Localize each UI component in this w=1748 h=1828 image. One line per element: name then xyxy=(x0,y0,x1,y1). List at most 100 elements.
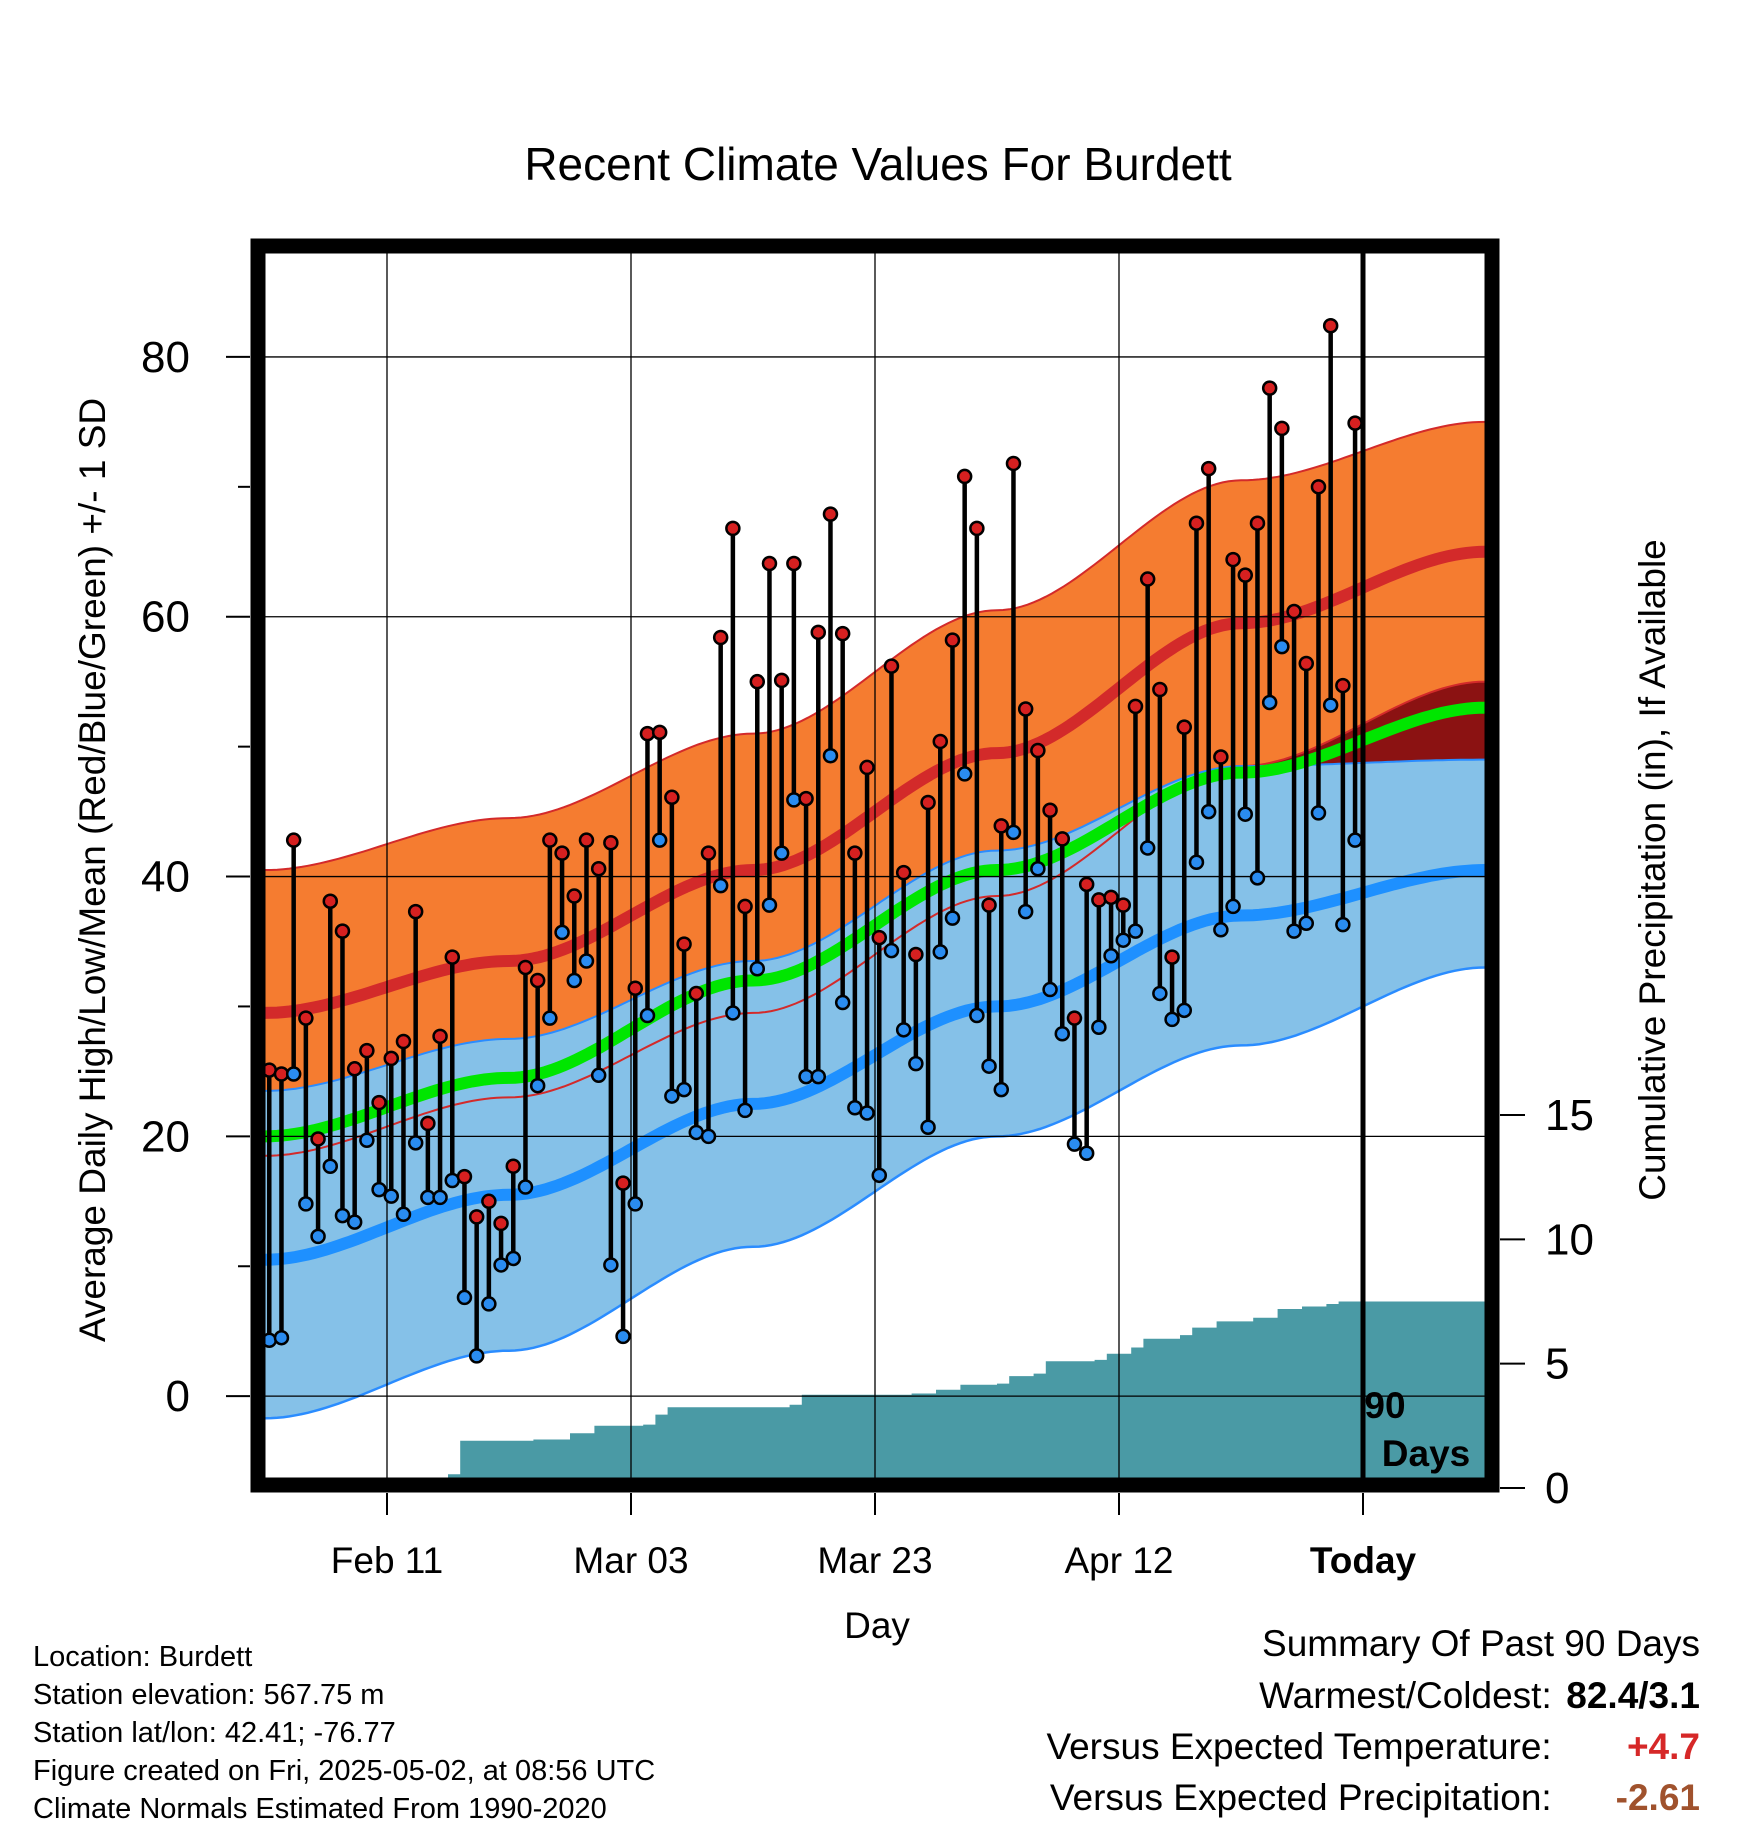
daily-low-point xyxy=(1042,981,1058,998)
daily-low-point xyxy=(1115,932,1132,948)
daily-high-point xyxy=(395,1033,412,1050)
daily-low-point xyxy=(1103,948,1119,964)
daily-high-point xyxy=(322,893,339,909)
daily-low-point xyxy=(993,1081,1010,1098)
today-label-days: 90 xyxy=(1364,1385,1405,1426)
daily-high-point xyxy=(725,520,741,537)
daily-high-point xyxy=(1200,460,1217,477)
daily-high-point xyxy=(810,624,827,641)
y-axis-label: Average Daily High/Low/Mean (Red/Blue/Gr… xyxy=(72,398,113,1342)
x-tick-label: Mar 23 xyxy=(817,1540,932,1581)
daily-high-point xyxy=(334,923,351,939)
daily-high-point xyxy=(712,629,729,646)
daily-high-point xyxy=(432,1028,448,1045)
daily-high-point xyxy=(639,725,656,742)
summary-heading: Summary Of Past 90 Days xyxy=(1262,1623,1700,1664)
plot-area xyxy=(265,253,1485,1478)
daily-low-point xyxy=(944,910,961,926)
daily-high-point xyxy=(529,972,546,989)
daily-high-point xyxy=(1213,749,1229,765)
daily-high-point xyxy=(298,1010,314,1026)
daily-low-point xyxy=(1066,1136,1083,1152)
daily-high-point xyxy=(285,832,302,848)
daily-low-point xyxy=(456,1289,473,1306)
daily-high-point xyxy=(371,1094,387,1111)
daily-high-point xyxy=(847,845,863,861)
daily-low-point xyxy=(883,942,900,959)
daily-low-point xyxy=(981,1058,997,1074)
daily-high-point xyxy=(481,1193,497,1210)
daily-low-point xyxy=(542,1010,558,1026)
y-tick-label: 0 xyxy=(166,1372,190,1421)
daily-high-point xyxy=(1176,719,1193,735)
daily-low-point xyxy=(1017,903,1034,920)
daily-low-point xyxy=(1347,832,1363,848)
daily-low-point xyxy=(468,1348,485,1364)
daily-high-point xyxy=(700,845,717,861)
daily-high-point xyxy=(859,759,875,776)
daily-high-point xyxy=(651,724,668,741)
daily-low-point xyxy=(481,1296,497,1312)
daily-high-point xyxy=(944,632,961,648)
daily-high-point xyxy=(407,903,424,920)
daily-high-point xyxy=(688,985,705,1002)
daily-low-point xyxy=(310,1228,326,1245)
daily-low-point xyxy=(786,792,802,808)
daily-low-point xyxy=(1322,697,1339,713)
normals-line: Climate Normals Estimated From 1990-2020 xyxy=(33,1793,607,1825)
daily-high-point xyxy=(1274,420,1290,437)
daily-high-point xyxy=(969,520,985,537)
daily-low-point xyxy=(529,1077,546,1094)
daily-low-point xyxy=(407,1135,424,1151)
daily-low-point xyxy=(1152,985,1168,1002)
daily-low-point xyxy=(627,1196,644,1212)
daily-low-point xyxy=(1286,923,1302,939)
daily-low-point xyxy=(346,1214,363,1230)
x-axis-label: Day xyxy=(844,1605,910,1646)
daily-low-point xyxy=(1078,1145,1095,1161)
daily-low-point xyxy=(895,1022,912,1038)
daily-high-point xyxy=(627,980,644,997)
warmest-coldest-label: Warmest/Coldest: xyxy=(1259,1675,1552,1716)
daily-low-point xyxy=(1298,915,1315,932)
daily-low-point xyxy=(603,1257,619,1273)
daily-low-point xyxy=(651,832,668,848)
daily-low-point xyxy=(395,1206,412,1223)
daily-low-point xyxy=(517,1179,534,1195)
x-tick-label: Mar 03 xyxy=(573,1540,688,1581)
y-tick-label: 60 xyxy=(141,593,190,642)
created-line: Figure created on Fri, 2025-05-02, at 08… xyxy=(33,1755,656,1787)
daily-high-point xyxy=(578,832,595,848)
daily-high-point xyxy=(737,898,753,915)
daily-low-point xyxy=(737,1102,753,1119)
daily-low-point xyxy=(749,961,766,977)
daily-low-point xyxy=(1213,922,1229,938)
x-tick-label: Apr 12 xyxy=(1064,1540,1173,1581)
daily-high-point xyxy=(1066,1010,1083,1026)
daily-low-point xyxy=(1091,1019,1107,1035)
daily-high-point xyxy=(420,1115,436,1132)
daily-high-point xyxy=(1139,571,1156,587)
summary-temperature: Versus Expected Temperature: +4.7 xyxy=(1046,1726,1700,1768)
daily-low-point xyxy=(639,1007,656,1024)
daily-low-point xyxy=(1335,916,1351,933)
daily-high-point xyxy=(676,936,692,952)
daily-low-point xyxy=(493,1257,509,1273)
daily-high-point xyxy=(895,864,912,881)
daily-low-point xyxy=(1310,805,1327,821)
daily-low-point xyxy=(273,1329,290,1346)
daily-low-point xyxy=(859,1105,875,1121)
daily-high-point xyxy=(505,1158,522,1174)
y2-tick-label: 15 xyxy=(1545,1091,1594,1140)
daily-low-point xyxy=(359,1132,375,1148)
daily-low-point xyxy=(1237,806,1254,822)
x-tick-label: Today xyxy=(1310,1540,1417,1581)
today-label-unit: Days xyxy=(1382,1433,1470,1474)
daily-high-point xyxy=(456,1168,473,1185)
warmest-coldest-value: 82.4/3.1 xyxy=(1566,1675,1700,1716)
daily-high-point xyxy=(1237,567,1254,583)
y-tick-label: 40 xyxy=(141,853,190,902)
daily-low-point xyxy=(920,1119,936,1136)
daily-high-point xyxy=(1261,380,1278,396)
daily-low-point xyxy=(725,1005,741,1021)
